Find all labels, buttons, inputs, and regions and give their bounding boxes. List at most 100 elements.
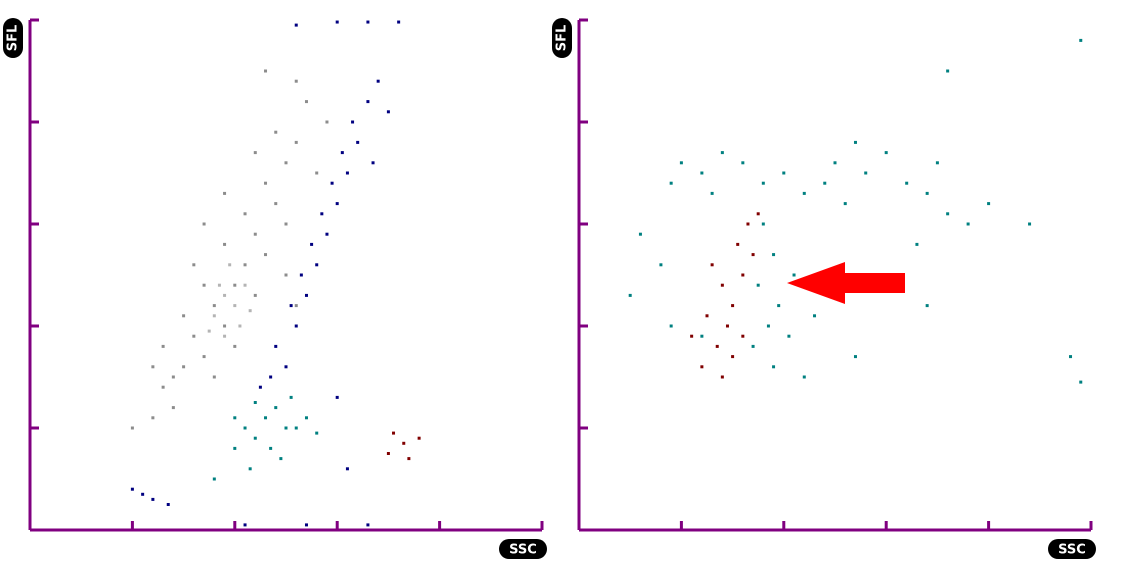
point — [720, 283, 724, 287]
point — [315, 431, 319, 435]
point — [813, 314, 817, 318]
point — [233, 304, 237, 308]
point — [731, 304, 735, 308]
point — [233, 283, 237, 287]
y-axis-label: SFL — [555, 25, 570, 52]
point — [371, 161, 375, 165]
point — [274, 344, 278, 348]
point — [366, 20, 370, 24]
point — [715, 344, 719, 348]
point — [243, 263, 247, 267]
point — [233, 344, 237, 348]
point — [274, 202, 278, 206]
plot: SFL SSC — [552, 18, 1096, 559]
point — [386, 110, 390, 114]
point — [823, 181, 827, 185]
point — [366, 523, 370, 527]
point — [925, 304, 929, 308]
point — [171, 375, 175, 379]
point — [700, 365, 704, 369]
point — [264, 416, 268, 420]
point — [192, 334, 196, 338]
x-label-badge — [1048, 539, 1096, 559]
point — [269, 446, 273, 450]
point — [304, 100, 308, 104]
point — [304, 416, 308, 420]
plot: SFL SSC — [3, 18, 547, 559]
point — [304, 523, 308, 527]
point — [233, 416, 237, 420]
point — [853, 355, 857, 359]
point — [217, 283, 221, 287]
point — [253, 293, 257, 297]
point — [151, 416, 155, 420]
point — [294, 426, 298, 430]
point — [223, 242, 227, 246]
point — [407, 457, 411, 461]
point — [946, 69, 950, 73]
point — [248, 467, 252, 471]
point — [151, 365, 155, 369]
point — [253, 436, 257, 440]
point — [1069, 355, 1073, 359]
point — [192, 263, 196, 267]
point — [356, 140, 360, 144]
point — [141, 492, 145, 496]
point — [725, 324, 729, 328]
point — [243, 426, 247, 430]
point — [289, 304, 293, 308]
y-label-badge — [3, 18, 23, 58]
point — [223, 191, 227, 195]
point — [223, 293, 227, 297]
point — [212, 314, 216, 318]
point — [243, 283, 247, 287]
point — [402, 441, 406, 445]
point — [741, 273, 745, 277]
point — [772, 365, 776, 369]
point — [417, 436, 421, 440]
point — [243, 212, 247, 216]
point — [710, 191, 714, 195]
point — [756, 283, 760, 287]
x-label-badge — [499, 539, 547, 559]
point — [802, 191, 806, 195]
point — [638, 232, 642, 236]
point — [669, 324, 673, 328]
point — [1079, 380, 1083, 384]
point — [946, 212, 950, 216]
point — [782, 171, 786, 175]
point — [392, 431, 396, 435]
point — [294, 23, 298, 27]
point — [777, 304, 781, 308]
point — [761, 222, 765, 226]
y-axis-label: SFL — [6, 25, 21, 52]
point — [130, 487, 134, 491]
point — [335, 20, 339, 24]
point — [294, 304, 298, 308]
point — [802, 375, 806, 379]
point — [751, 253, 755, 257]
point — [792, 273, 796, 277]
x-axis-label: SSC — [1058, 543, 1086, 558]
point — [741, 334, 745, 338]
point — [274, 406, 278, 410]
point — [223, 334, 227, 338]
point — [751, 344, 755, 348]
point — [304, 293, 308, 297]
point — [161, 385, 165, 389]
point — [253, 401, 257, 404]
point — [335, 395, 339, 399]
point — [264, 253, 268, 257]
point — [905, 181, 909, 185]
point — [884, 151, 888, 155]
point — [171, 406, 175, 410]
point — [284, 273, 288, 277]
point — [351, 120, 355, 124]
point — [700, 334, 704, 338]
point — [853, 140, 857, 144]
point — [366, 100, 370, 104]
point — [253, 151, 257, 155]
point — [274, 130, 278, 134]
point — [710, 263, 714, 267]
